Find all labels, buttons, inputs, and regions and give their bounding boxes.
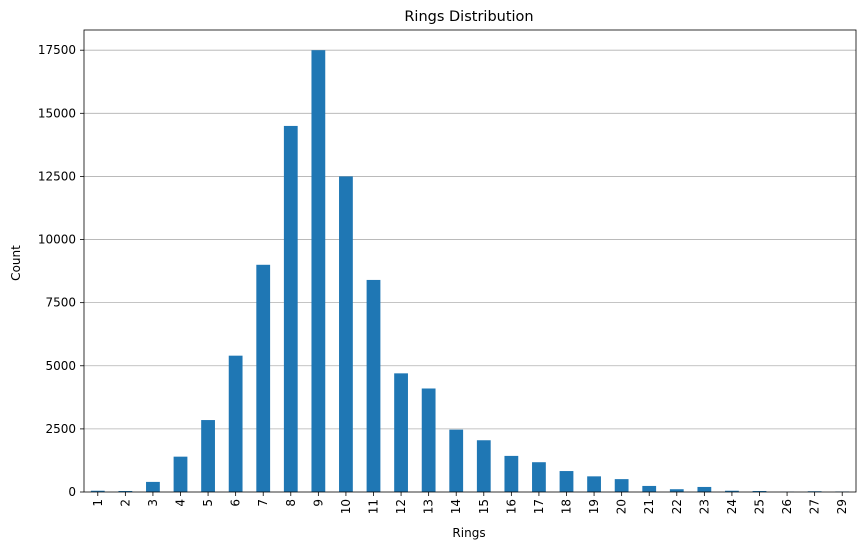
bar-5	[201, 420, 215, 492]
x-tick-label: 14	[449, 499, 463, 514]
x-axis-ticks: 1 2 3 4 5 6 7 8 9 10 11 12 13 14 15 16 17 18 19 20 21 22 23 24 2…	[91, 492, 849, 514]
bar-7	[256, 264, 271, 492]
bar-9	[311, 50, 326, 493]
y-tick-label: 2500	[45, 422, 76, 436]
bar-24	[725, 490, 739, 492]
y-tick-label: 17500	[38, 43, 76, 57]
y-axis-title: Count	[9, 245, 23, 281]
bars	[90, 50, 850, 493]
x-tick-label: 1	[91, 499, 105, 507]
x-tick-label: 12	[394, 499, 408, 514]
x-tick-label: 27	[808, 499, 822, 514]
bar-1	[90, 490, 105, 492]
x-tick-label: 11	[367, 499, 381, 514]
x-tick-label: 10	[339, 499, 353, 514]
bar-17	[532, 462, 546, 492]
bar-14	[449, 429, 464, 492]
x-tick-label: 3	[146, 499, 160, 507]
bar-8	[283, 125, 298, 493]
bar-21	[642, 485, 657, 492]
x-tick-label: 8	[284, 499, 298, 507]
bar-22	[669, 489, 684, 492]
x-tick-label: 19	[587, 499, 601, 514]
y-axis-ticks: 0 2500 5000 7500 10000 12500 15000 17500	[38, 43, 84, 499]
y-tick-label: 7500	[45, 296, 76, 310]
bar-23	[697, 486, 712, 492]
bar-15	[476, 440, 491, 492]
x-tick-label: 7	[256, 499, 270, 507]
x-tick-label: 16	[504, 499, 518, 514]
bar-3	[146, 481, 160, 492]
bar-12	[394, 373, 408, 492]
bar-4	[173, 456, 188, 492]
x-tick-label: 17	[532, 499, 546, 514]
bar-11	[366, 279, 381, 492]
x-tick-label: 21	[642, 499, 656, 514]
x-tick-label: 2	[118, 499, 132, 507]
y-tick-label: 0	[68, 485, 76, 499]
y-tick-label: 10000	[38, 233, 76, 247]
x-tick-label: 9	[311, 499, 325, 507]
bar-6	[228, 355, 243, 492]
x-axis-title: Rings	[452, 526, 485, 540]
chart-title: Rings Distribution	[404, 9, 533, 25]
x-tick-label: 4	[174, 499, 188, 507]
bar-2	[118, 490, 133, 492]
bar-25	[752, 490, 767, 492]
x-tick-label: 18	[560, 499, 574, 514]
x-tick-label: 13	[422, 499, 436, 514]
bar-19	[587, 476, 601, 492]
bar-13	[421, 388, 436, 492]
x-tick-label: 6	[229, 499, 243, 507]
y-tick-label: 15000	[38, 106, 76, 120]
bar-20	[614, 479, 629, 492]
x-tick-label: 15	[477, 499, 491, 514]
x-tick-label: 26	[780, 499, 794, 514]
x-tick-label: 29	[835, 499, 849, 514]
x-tick-label: 25	[753, 499, 767, 514]
x-tick-label: 22	[670, 499, 684, 514]
plot-frame	[83, 29, 857, 493]
y-tick-label: 12500	[38, 169, 76, 183]
bar-18	[559, 471, 574, 492]
bar-10	[339, 176, 353, 493]
bar-16	[504, 455, 519, 492]
x-tick-label: 24	[725, 499, 739, 514]
x-tick-label: 20	[615, 499, 629, 514]
y-tick-label: 5000	[45, 359, 76, 373]
x-tick-label: 5	[201, 499, 215, 507]
x-tick-label: 23	[697, 499, 711, 514]
